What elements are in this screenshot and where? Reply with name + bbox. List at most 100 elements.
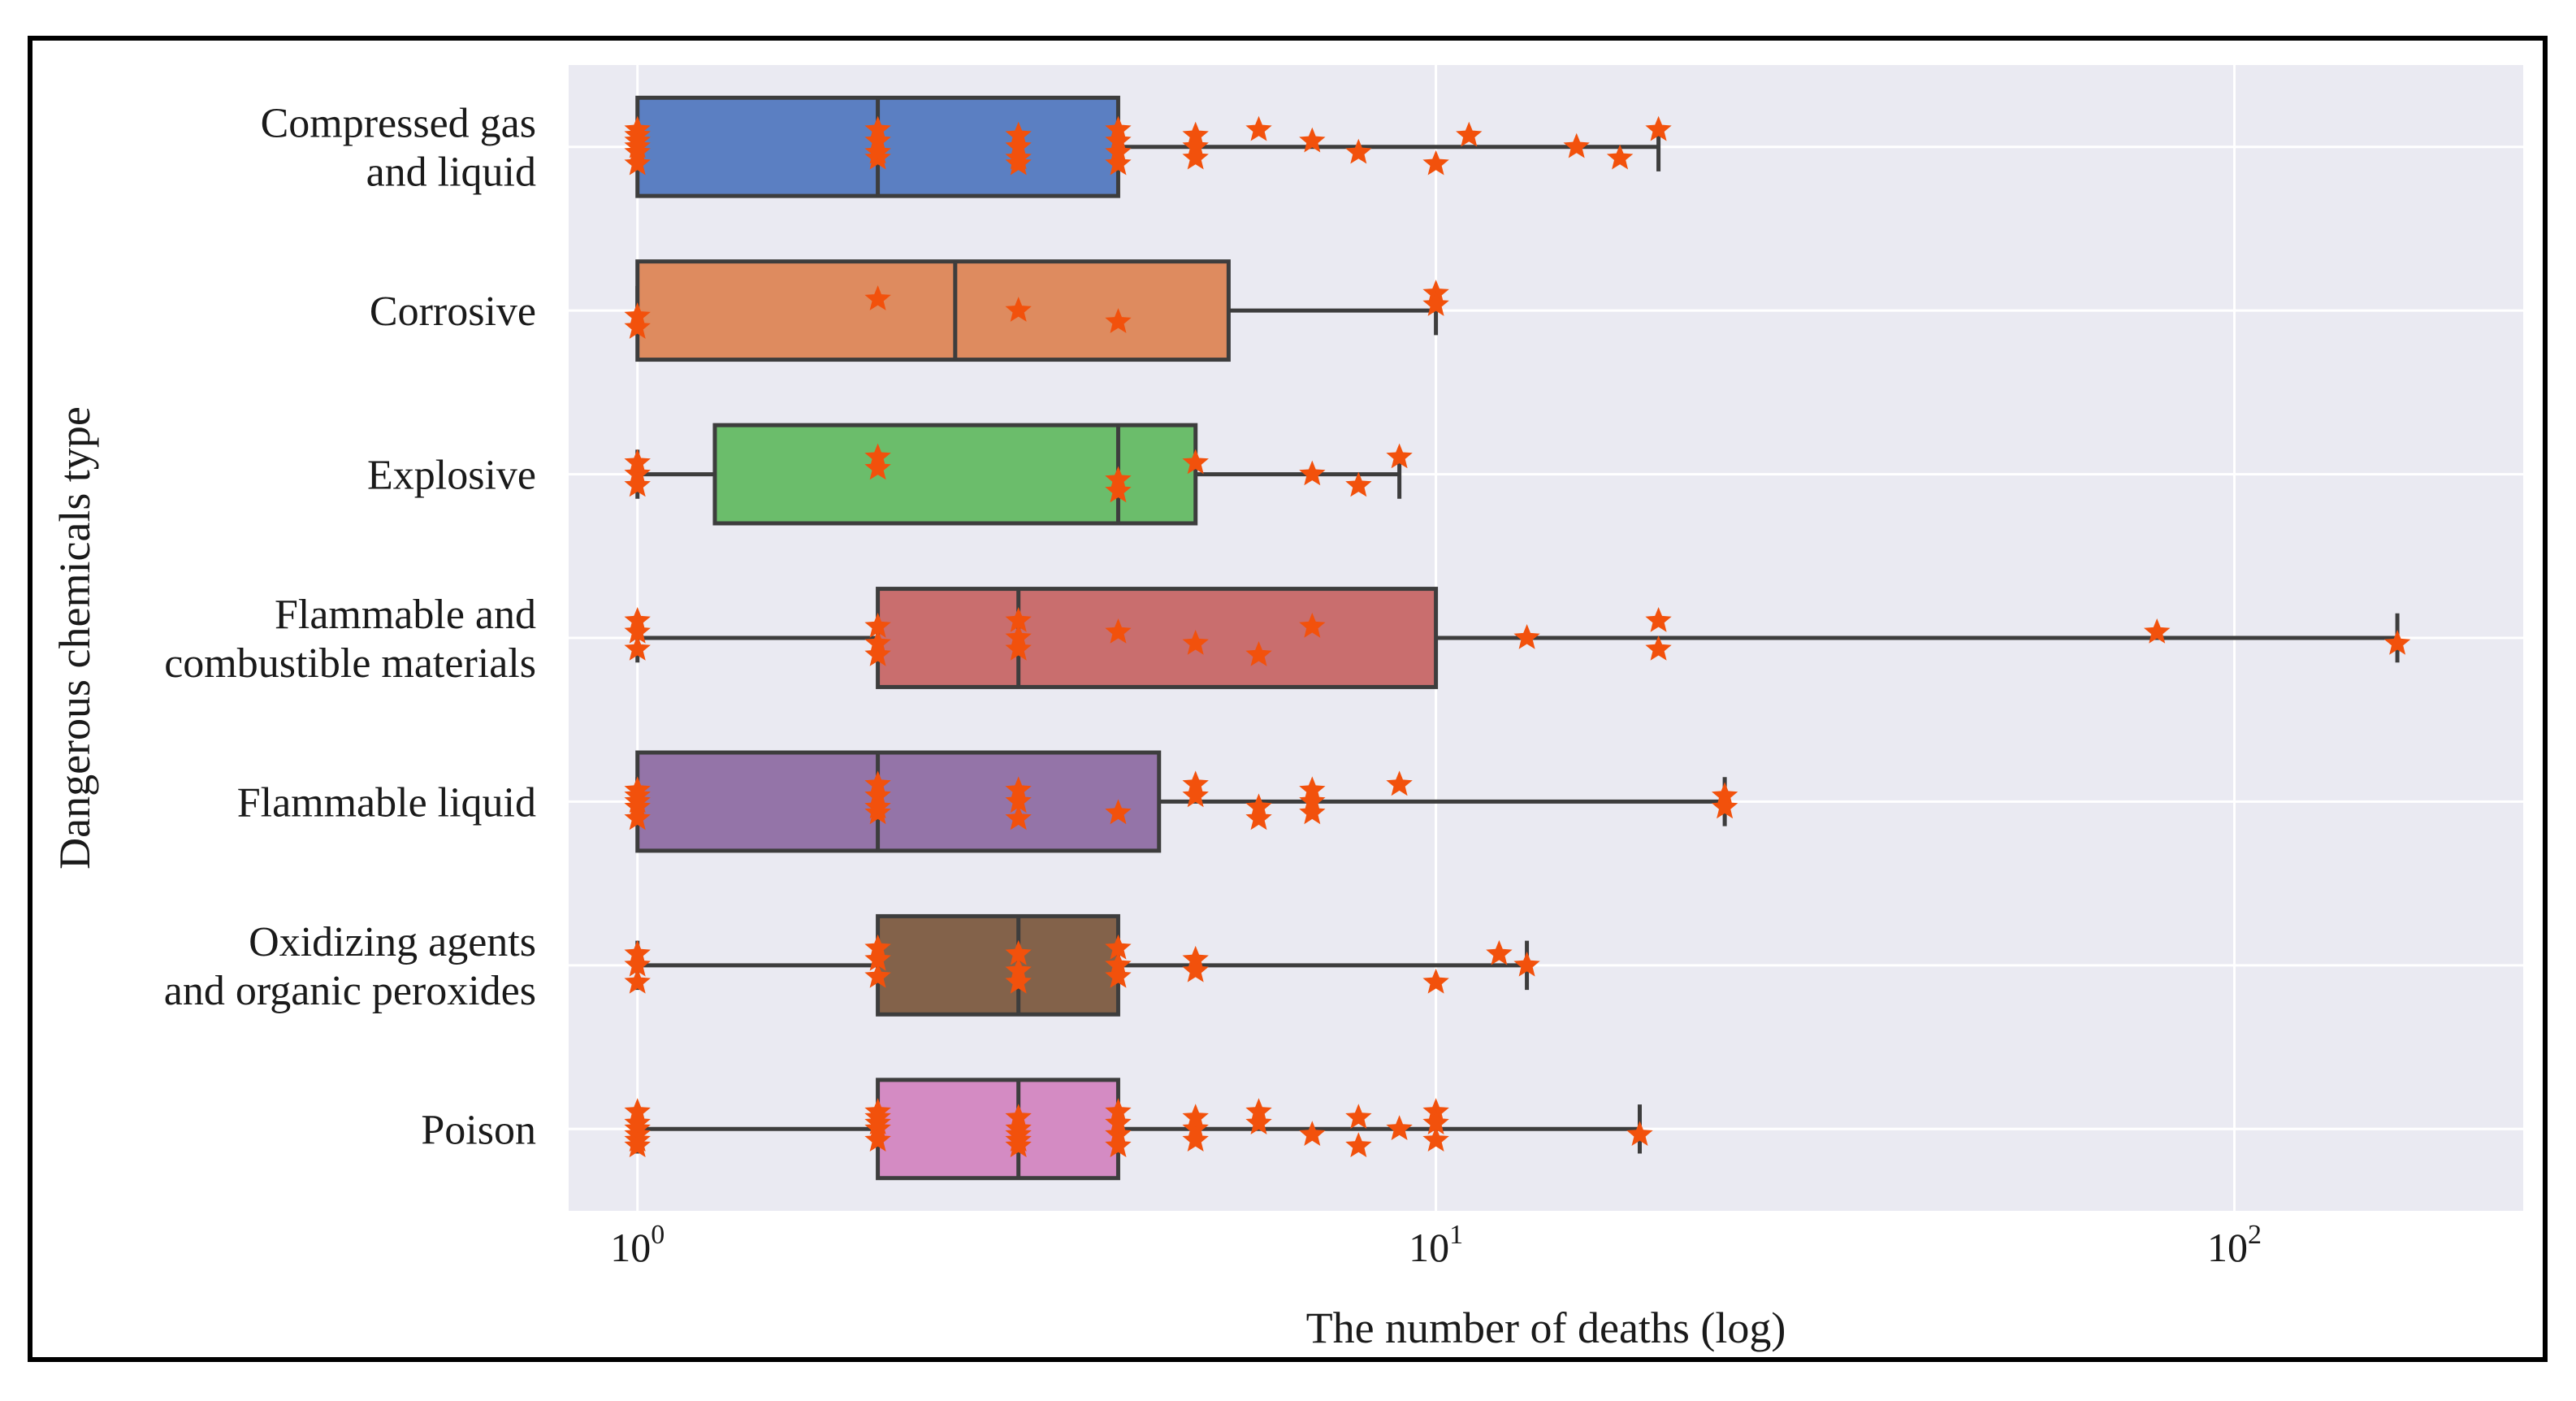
data-point-star xyxy=(624,132,651,158)
data-point-star xyxy=(1182,1126,1209,1152)
data-point-star xyxy=(864,641,891,666)
x-tick-base: 10 xyxy=(610,1225,651,1270)
data-point-star xyxy=(1182,782,1209,808)
category-label: Corrosive xyxy=(370,288,536,335)
category-label: and liquid xyxy=(366,150,536,196)
box-iqr xyxy=(876,1078,1120,1181)
data-point-star xyxy=(1299,460,1326,486)
box-iqr xyxy=(635,259,1231,362)
figure-frame xyxy=(28,36,2548,1362)
data-point-star xyxy=(1422,291,1449,316)
data-point-star xyxy=(2383,630,2411,655)
data-point-star xyxy=(1422,968,1449,994)
data-point-star xyxy=(1299,127,1326,153)
box-iqr xyxy=(876,913,1120,1017)
data-point-star xyxy=(864,945,891,971)
data-point-star xyxy=(624,787,651,813)
category-label: and organic peroxides xyxy=(164,968,536,1014)
x-tick-exponent: 2 xyxy=(2248,1220,2262,1250)
data-point-star xyxy=(624,314,651,339)
data-point-star xyxy=(624,150,651,176)
data-point-star xyxy=(1005,607,1032,632)
data-point-star xyxy=(1005,635,1032,661)
category-label: Flammable liquid xyxy=(237,779,536,826)
data-point-star xyxy=(624,618,651,644)
data-point-star xyxy=(864,793,891,819)
x-tick-base: 10 xyxy=(2207,1225,2248,1270)
data-point-star xyxy=(1245,1109,1272,1134)
data-point-star xyxy=(1005,297,1032,322)
data-point-star xyxy=(1386,443,1413,469)
category-label: Flammable and xyxy=(275,592,536,638)
data-point-star xyxy=(1386,1115,1413,1140)
data-point-star xyxy=(1645,115,1672,141)
data-point-star xyxy=(1645,635,1672,661)
data-point-star xyxy=(1005,144,1032,170)
data-point-star xyxy=(1299,613,1326,638)
data-point-star xyxy=(1422,150,1449,176)
x-tick-exponent: 0 xyxy=(651,1220,665,1250)
data-point-star xyxy=(864,454,891,480)
data-point-star xyxy=(1712,793,1738,819)
data-point-star xyxy=(864,285,891,310)
data-point-star xyxy=(1563,132,1590,158)
data-point-star xyxy=(1513,624,1540,649)
data-point-star xyxy=(1299,1121,1326,1146)
box-iqr xyxy=(712,423,1198,526)
data-point-star xyxy=(1245,115,1272,141)
data-point-star xyxy=(2144,618,2171,644)
category-label: combustible materials xyxy=(164,640,536,687)
data-point-star xyxy=(1245,641,1272,666)
data-point-star xyxy=(1105,308,1132,333)
data-point-star xyxy=(864,138,891,164)
x-tick-exponent: 1 xyxy=(1449,1220,1463,1250)
data-point-star xyxy=(1105,799,1132,825)
x-tick-label: 102 xyxy=(2207,1220,2262,1270)
data-point-star xyxy=(1422,1109,1449,1134)
data-point-star xyxy=(1182,144,1209,170)
data-point-star xyxy=(864,1126,891,1152)
data-point-star xyxy=(1005,968,1032,994)
data-point-star xyxy=(1005,805,1032,831)
data-point-star xyxy=(624,471,651,497)
data-point-star xyxy=(1386,770,1413,796)
data-point-star xyxy=(1182,449,1209,475)
category-label: Oxidizing agents xyxy=(249,919,536,965)
data-point-star xyxy=(1105,618,1132,644)
data-point-star xyxy=(1606,144,1634,170)
data-point-star xyxy=(1345,1132,1372,1157)
data-point-star xyxy=(624,635,651,661)
data-point-star xyxy=(1182,630,1209,655)
data-point-star xyxy=(624,1132,651,1157)
data-point-star xyxy=(864,1109,891,1134)
data-point-star xyxy=(624,805,651,831)
x-axis-label: The number of deaths (log) xyxy=(1306,1303,1786,1352)
data-point-star xyxy=(1105,1132,1132,1157)
data-point-star xyxy=(1345,138,1372,164)
data-point-star xyxy=(1626,1121,1653,1146)
category-label: Explosive xyxy=(367,453,536,499)
data-point-star xyxy=(1422,1126,1449,1152)
data-point-star xyxy=(1645,607,1672,632)
category-label: Compressed gas xyxy=(261,101,536,147)
data-point-star xyxy=(1486,939,1513,965)
data-point-star xyxy=(1345,1104,1372,1129)
category-label: Poison xyxy=(421,1107,536,1153)
data-point-star xyxy=(864,962,891,988)
data-point-star xyxy=(1105,477,1132,503)
data-point-star xyxy=(864,613,891,638)
data-point-star xyxy=(1345,471,1372,497)
data-point-star xyxy=(1245,805,1272,831)
data-point-star xyxy=(1299,799,1326,825)
data-point-star xyxy=(1005,787,1032,813)
data-point-star xyxy=(1105,150,1132,176)
data-point-star xyxy=(624,951,651,977)
data-point-star xyxy=(1513,951,1540,977)
data-point-star xyxy=(1005,939,1032,965)
data-point-star xyxy=(1105,934,1132,960)
x-tick-label: 101 xyxy=(1409,1220,1463,1270)
data-point-star xyxy=(1456,121,1483,147)
x-tick-label: 100 xyxy=(610,1220,665,1270)
